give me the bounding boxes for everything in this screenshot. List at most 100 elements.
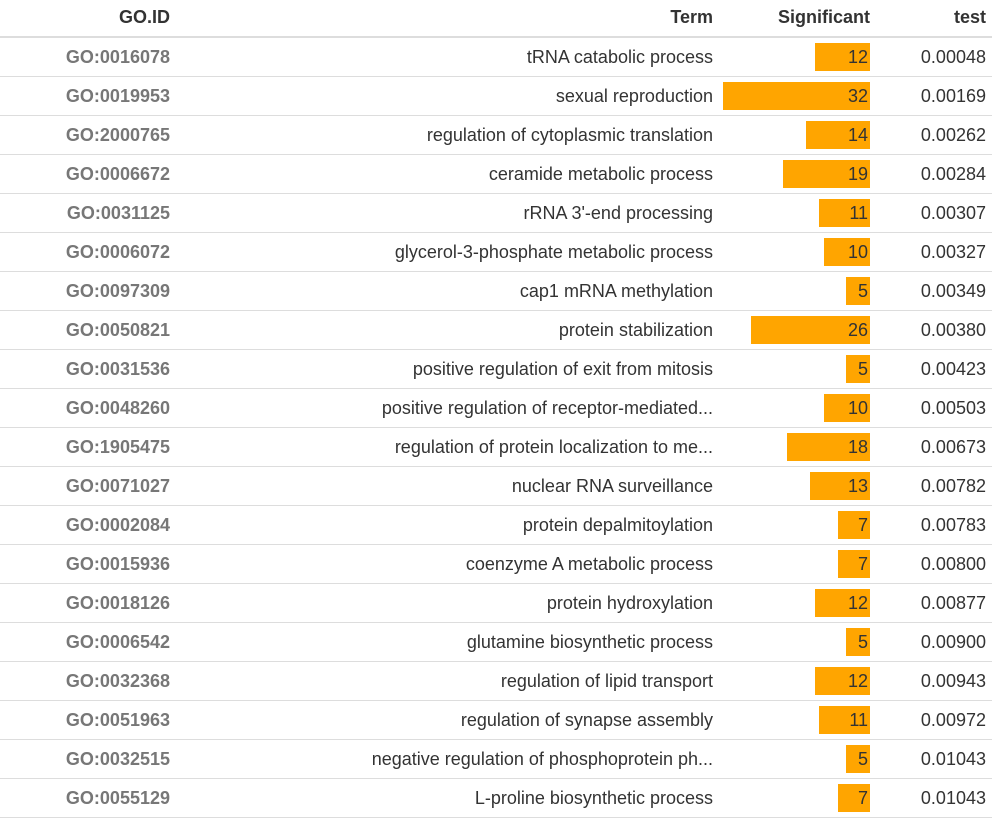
test-cell: 0.00262 <box>920 124 986 145</box>
test-cell: 0.00673 <box>920 436 986 457</box>
term-cell: L-proline biosynthetic process <box>474 787 713 808</box>
goid-cell: GO:0018126 <box>65 592 170 613</box>
significant-bar-track: 7 <box>723 550 870 578</box>
table-row[interactable]: GO:0032368 regulation of lipid transport 1… <box>0 662 992 701</box>
test-cell: 0.00284 <box>920 163 986 184</box>
goid-cell: GO:0050821 <box>65 319 170 340</box>
table-row[interactable]: GO:0051963 regulation of synapse assembly… <box>0 701 992 740</box>
table-row[interactable]: GO:0031125 rRNA 3'-end processing 11 0.0030… <box>0 194 992 233</box>
significant-value: 5 <box>857 748 868 769</box>
test-cell: 0.00380 <box>920 319 986 340</box>
significant-value: 5 <box>857 631 868 652</box>
test-cell: 0.01043 <box>920 748 986 769</box>
table-row[interactable]: GO:0071027 nuclear RNA surveillance 13 0.00… <box>0 467 992 506</box>
test-cell: 0.00877 <box>920 592 986 613</box>
table-row[interactable]: GO:0055129 L-proline biosynthetic process… <box>0 779 992 818</box>
significant-bar-track: 12 <box>723 43 870 71</box>
significant-cell: 7 <box>723 545 870 583</box>
significant-bar-track: 13 <box>723 472 870 500</box>
significant-cell: 14 <box>723 116 870 154</box>
table-row[interactable]: GO:0016078 tRNA catabolic process 12 0.0004… <box>0 38 992 77</box>
term-cell: positive regulation of receptor-mediated… <box>381 397 713 418</box>
significant-cell: 12 <box>723 38 870 76</box>
test-cell: 0.00327 <box>920 241 986 262</box>
column-header-goid[interactable]: GO.ID <box>118 6 170 27</box>
significant-cell: 12 <box>723 662 870 700</box>
goid-cell: GO:0031536 <box>65 358 170 379</box>
significant-bar <box>838 511 870 539</box>
significant-bar <box>838 784 870 812</box>
significant-bar-track: 12 <box>723 589 870 617</box>
table-row[interactable]: GO:1905475 regulation of protein localiza… <box>0 428 992 467</box>
significant-bar-track: 19 <box>723 160 870 188</box>
significant-bar-track: 14 <box>723 121 870 149</box>
table-row[interactable]: GO:0032515 negative regulation of phospho… <box>0 740 992 779</box>
goid-cell: GO:0097309 <box>65 280 170 301</box>
significant-bar-track: 10 <box>723 238 870 266</box>
significant-bar-track: 5 <box>723 355 870 383</box>
significant-bar <box>751 316 870 344</box>
table-row[interactable]: GO:0006542 glutamine biosynthetic process… <box>0 623 992 662</box>
table-row[interactable]: GO:0097309 cap1 mRNA methylation 5 0.00349 <box>0 272 992 311</box>
significant-cell: 19 <box>723 155 870 193</box>
significant-bar-track: 11 <box>723 199 870 227</box>
significant-bar <box>723 82 870 110</box>
test-cell: 0.00943 <box>920 670 986 691</box>
significant-value: 7 <box>857 787 868 808</box>
significant-bar <box>838 550 870 578</box>
significant-value: 7 <box>857 514 868 535</box>
test-cell: 0.00349 <box>920 280 986 301</box>
test-cell: 0.01043 <box>920 787 986 808</box>
term-cell: regulation of lipid transport <box>500 670 713 691</box>
table-row[interactable]: GO:0019953 sexual reproduction 32 0.00169 <box>0 77 992 116</box>
term-cell: nuclear RNA surveillance <box>511 475 713 496</box>
significant-value: 12 <box>847 592 868 613</box>
table-row[interactable]: GO:0006072 glycerol-3-phosphate metabolic… <box>0 233 992 272</box>
test-cell: 0.00048 <box>920 46 986 67</box>
significant-bar-track: 18 <box>723 433 870 461</box>
goid-cell: GO:0055129 <box>65 787 170 808</box>
table-row[interactable]: GO:0031536 positive regulation of exit fr… <box>0 350 992 389</box>
significant-bar <box>846 355 870 383</box>
significant-value: 26 <box>847 319 868 340</box>
significant-value: 7 <box>857 553 868 574</box>
goid-cell: GO:1905475 <box>65 436 170 457</box>
significant-bar-track: 5 <box>723 745 870 773</box>
term-cell: cap1 mRNA methylation <box>519 280 713 301</box>
column-header-significant[interactable]: Significant <box>777 6 870 27</box>
goid-cell: GO:0048260 <box>65 397 170 418</box>
significant-bar <box>824 238 870 266</box>
table-row[interactable]: GO:0050821 protein stabilization 26 0.00380 <box>0 311 992 350</box>
table-row[interactable]: GO:0002084 protein depalmitoylation 7 0.007… <box>0 506 992 545</box>
test-cell: 0.00503 <box>920 397 986 418</box>
term-cell: regulation of synapse assembly <box>460 709 713 730</box>
goid-cell: GO:0019953 <box>65 85 170 106</box>
significant-cell: 10 <box>723 233 870 271</box>
significant-bar-track: 26 <box>723 316 870 344</box>
test-cell: 0.00782 <box>920 475 986 496</box>
goid-cell: GO:0002084 <box>65 514 170 535</box>
table-row[interactable]: GO:0018126 protein hydroxylation 12 0.00877 <box>0 584 992 623</box>
table-row[interactable]: GO:0015936 coenzyme A metabolic process 7 0… <box>0 545 992 584</box>
significant-cell: 10 <box>723 389 870 427</box>
term-cell: protein stabilization <box>558 319 713 340</box>
significant-value: 18 <box>847 436 868 457</box>
table-row[interactable]: GO:0006672 ceramide metabolic process 19 0.… <box>0 155 992 194</box>
goid-cell: GO:0071027 <box>65 475 170 496</box>
significant-value: 10 <box>847 241 868 262</box>
column-header-term[interactable]: Term <box>670 6 713 27</box>
table-row[interactable]: GO:0048260 positive regulation of recepto… <box>0 389 992 428</box>
column-header-test[interactable]: test <box>953 6 986 27</box>
goid-cell: GO:0006672 <box>65 163 170 184</box>
significant-bar <box>815 589 870 617</box>
significant-value: 14 <box>847 124 868 145</box>
term-cell: ceramide metabolic process <box>488 163 713 184</box>
table-row[interactable]: GO:2000765 regulation of cytoplasmic tran… <box>0 116 992 155</box>
significant-value: 5 <box>857 358 868 379</box>
term-cell: glycerol-3-phosphate metabolic process <box>394 241 713 262</box>
significant-bar <box>815 667 870 695</box>
significant-value: 32 <box>847 85 868 106</box>
significant-cell: 7 <box>723 779 870 817</box>
significant-value: 13 <box>847 475 868 496</box>
